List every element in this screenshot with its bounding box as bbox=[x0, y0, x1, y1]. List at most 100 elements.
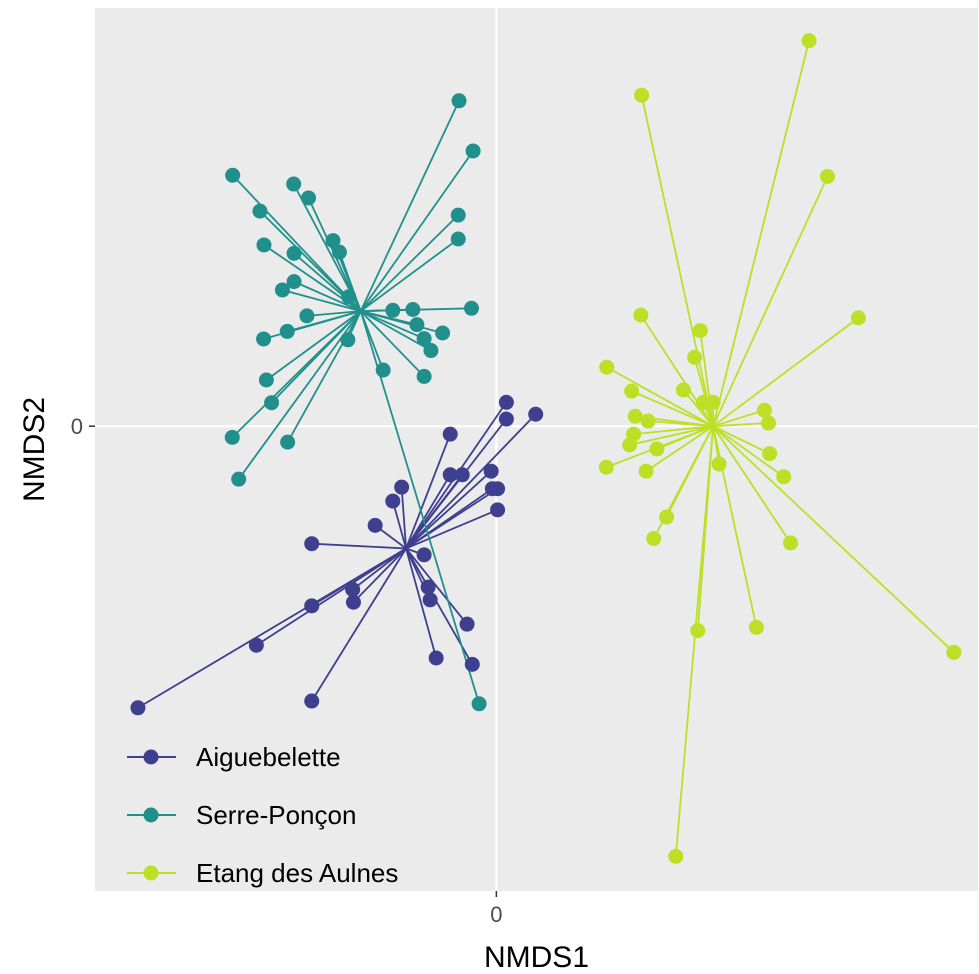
plot-panel bbox=[95, 8, 978, 891]
segment-s2-13 bbox=[645, 425, 714, 472]
y-axis-title: NMDS2 bbox=[18, 397, 51, 502]
segment-s0-8 bbox=[400, 487, 407, 549]
legend: Aiguebelette Serre-Ponçon Etang des Aulnes bbox=[127, 742, 398, 888]
point-s1-1 bbox=[286, 176, 302, 192]
point-s0-20 bbox=[490, 481, 506, 497]
point-s0-9 bbox=[416, 547, 432, 563]
segment-s1-6 bbox=[338, 251, 362, 312]
segment-s2-12 bbox=[656, 425, 714, 450]
axes: 00 bbox=[71, 414, 503, 927]
segment-s2-20 bbox=[713, 422, 769, 428]
point-s1-29 bbox=[450, 207, 466, 223]
segment-s1-32 bbox=[359, 100, 460, 312]
point-s1-13 bbox=[299, 308, 315, 324]
point-s2-8 bbox=[598, 459, 614, 475]
segment-s2-9 bbox=[633, 425, 714, 436]
segment-s0-7 bbox=[391, 500, 407, 549]
segment-s0-15 bbox=[310, 548, 407, 702]
point-s0-10 bbox=[420, 579, 436, 595]
segment-s1-3 bbox=[293, 280, 362, 312]
segment-s1-0 bbox=[232, 174, 362, 312]
point-s0-18 bbox=[483, 463, 499, 479]
data-points bbox=[130, 33, 962, 864]
point-s1-7 bbox=[341, 289, 357, 305]
segment-s1-13 bbox=[306, 310, 361, 317]
point-s0-4 bbox=[345, 581, 361, 597]
point-s0-15 bbox=[304, 693, 320, 709]
point-s2-18 bbox=[711, 456, 727, 472]
point-s2-21 bbox=[762, 446, 778, 462]
point-s0-12 bbox=[428, 650, 444, 666]
point-s0-13 bbox=[459, 616, 475, 632]
point-s0-1 bbox=[248, 637, 264, 653]
segment-s0-2 bbox=[311, 547, 407, 607]
segment-s0-5 bbox=[311, 542, 407, 550]
point-s2-12 bbox=[649, 441, 665, 457]
segment-s2-0 bbox=[640, 95, 714, 427]
segment-s1-25 bbox=[360, 310, 443, 334]
point-s0-7 bbox=[385, 493, 401, 509]
segment-s0-13 bbox=[405, 547, 468, 625]
segment-s2-22 bbox=[712, 425, 785, 478]
point-s0-6 bbox=[367, 517, 383, 533]
segment-s2-4 bbox=[682, 389, 714, 427]
point-s2-17 bbox=[705, 394, 721, 410]
point-s0-11 bbox=[422, 592, 438, 608]
segment-s2-29 bbox=[674, 426, 714, 857]
segment-s0-20 bbox=[405, 487, 499, 550]
segment-s2-19 bbox=[712, 409, 765, 428]
point-s1-19 bbox=[340, 332, 356, 348]
point-s0-8 bbox=[394, 479, 410, 495]
point-s0-2 bbox=[304, 598, 320, 614]
segment-s2-24 bbox=[712, 317, 859, 427]
segment-s0-12 bbox=[405, 548, 438, 659]
point-s1-22 bbox=[409, 317, 425, 333]
point-s2-27 bbox=[748, 619, 764, 635]
segment-s1-27 bbox=[360, 310, 425, 378]
point-s2-19 bbox=[756, 402, 772, 418]
point-s2-7 bbox=[627, 408, 643, 424]
segment-s2-21 bbox=[712, 425, 771, 455]
legend-label-1: Serre-Ponçon bbox=[196, 800, 356, 830]
point-s1-15 bbox=[264, 395, 280, 411]
point-s1-32 bbox=[451, 93, 467, 109]
segment-s2-6 bbox=[631, 390, 714, 428]
point-s1-26 bbox=[375, 362, 391, 378]
point-s2-28 bbox=[690, 623, 706, 639]
point-s1-17 bbox=[224, 429, 240, 445]
point-s1-30 bbox=[450, 231, 466, 247]
point-s0-17 bbox=[454, 467, 470, 483]
point-s2-13 bbox=[638, 463, 654, 479]
point-s2-10 bbox=[622, 437, 638, 453]
point-s2-23 bbox=[783, 535, 799, 551]
segment-s2-10 bbox=[629, 425, 714, 446]
legend-key-point-1 bbox=[143, 807, 159, 823]
point-s2-0 bbox=[634, 87, 650, 103]
legend-key-point-2 bbox=[143, 865, 159, 881]
point-s1-11 bbox=[274, 282, 290, 298]
point-s2-26 bbox=[801, 33, 817, 49]
segment-s0-22 bbox=[405, 433, 452, 549]
point-s1-10 bbox=[256, 331, 272, 347]
point-s1-2 bbox=[286, 245, 302, 261]
point-s0-14 bbox=[464, 656, 480, 672]
point-s2-1 bbox=[633, 307, 649, 323]
segment-s1-30 bbox=[360, 238, 459, 312]
segment-s2-2 bbox=[699, 330, 714, 427]
point-s0-3 bbox=[345, 594, 361, 610]
segment-s0-18 bbox=[405, 470, 492, 550]
segment-s1-18 bbox=[237, 310, 362, 480]
point-s1-4 bbox=[301, 190, 317, 206]
point-s2-2 bbox=[692, 323, 708, 339]
point-s2-4 bbox=[675, 382, 691, 398]
point-s0-21 bbox=[490, 502, 506, 518]
legend-item-2: Etang des Aulnes bbox=[127, 858, 398, 888]
y-tick-label-0: 0 bbox=[71, 414, 83, 439]
spider-segments bbox=[137, 40, 955, 857]
segment-s0-4 bbox=[352, 547, 407, 591]
point-s2-11 bbox=[640, 413, 656, 429]
point-s1-24 bbox=[423, 343, 439, 359]
segment-s2-23 bbox=[712, 425, 792, 544]
point-s2-22 bbox=[776, 469, 792, 485]
